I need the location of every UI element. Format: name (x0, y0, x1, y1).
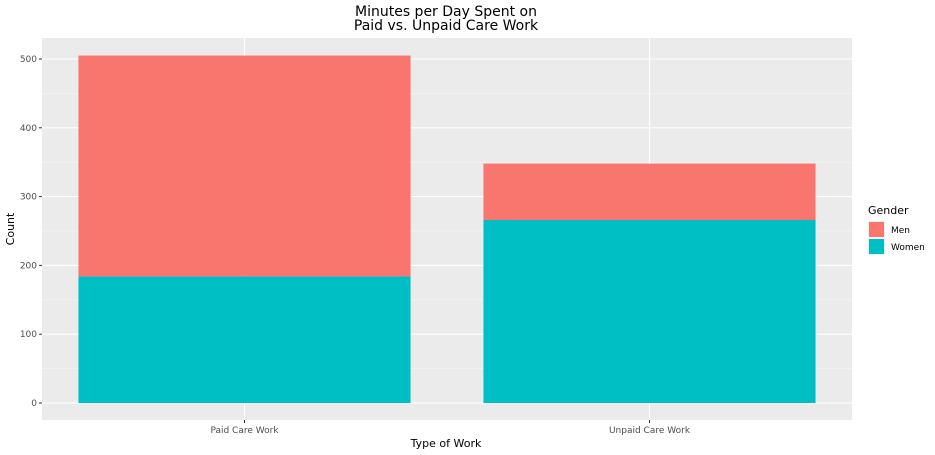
legend-label-women: Women (891, 243, 925, 253)
x-tick-label: Unpaid Care Work (609, 426, 691, 436)
bar-women-paid-care-work (78, 276, 411, 403)
legend-swatch-men (869, 222, 884, 237)
y-axis: 0 100 200 300 400 500 (20, 55, 42, 409)
chart-title-line-2: Paid vs. Unpaid Care Work (354, 18, 539, 34)
bar-men-paid-care-work (78, 55, 411, 277)
y-tick-label: 300 (20, 193, 37, 203)
x-axis: Paid Care Work Unpaid Care Work (210, 420, 691, 436)
y-tick-label: 400 (20, 124, 37, 134)
legend-label-men: Men (891, 226, 910, 236)
y-tick-label: 0 (31, 399, 37, 409)
legend: Gender Men Women (868, 204, 925, 255)
chart-title-line-1: Minutes per Day Spent on (355, 4, 537, 20)
y-tick-label: 100 (20, 330, 37, 340)
y-axis-title: Count (4, 212, 17, 245)
bar-men-unpaid-care-work (483, 163, 816, 220)
y-tick-label: 500 (20, 55, 37, 65)
bar-women-unpaid-care-work (483, 219, 816, 403)
legend-swatch-women (869, 239, 884, 254)
x-tick-label: Paid Care Work (210, 426, 279, 436)
y-tick-label: 200 (20, 261, 37, 271)
legend-title: Gender (868, 204, 909, 217)
bars (78, 55, 816, 403)
x-axis-title: Type of Work (410, 437, 482, 450)
